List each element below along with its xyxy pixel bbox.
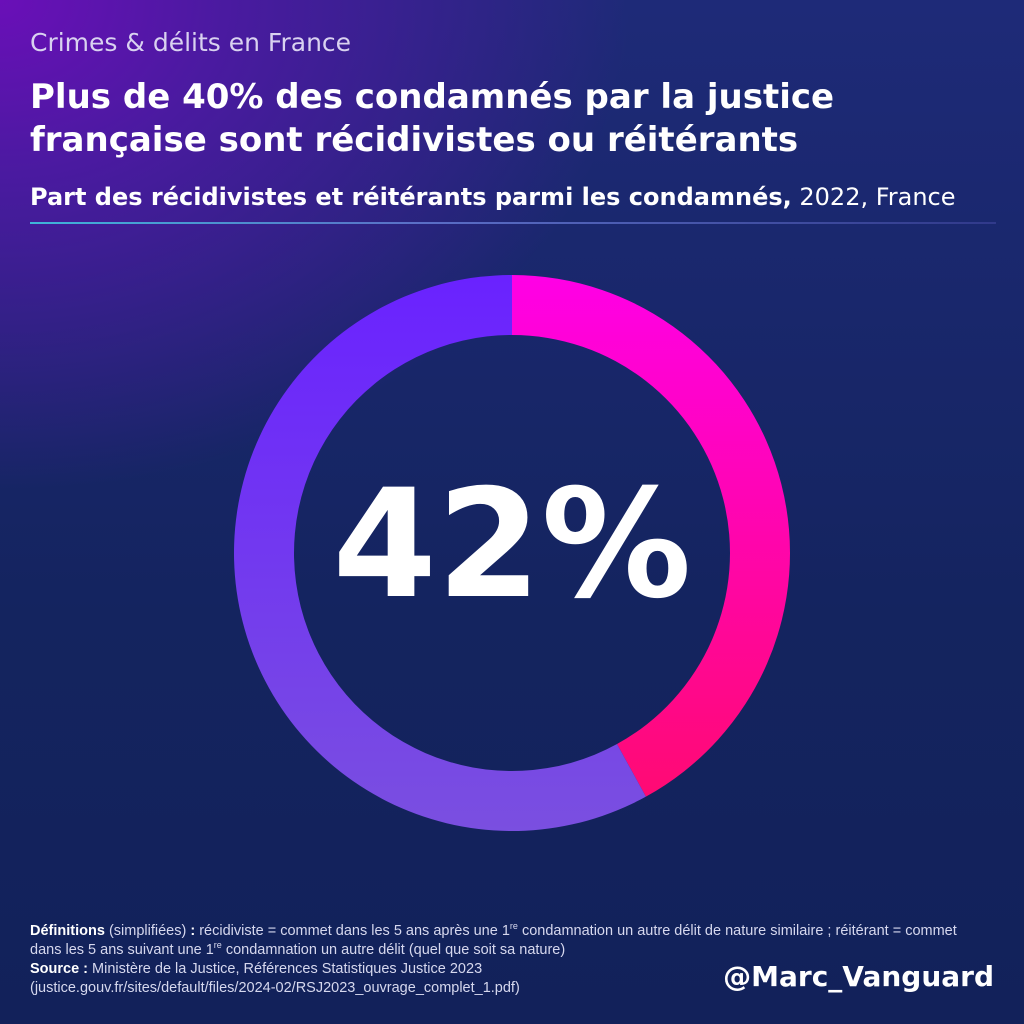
superscript-1: re bbox=[509, 921, 518, 932]
donut-slice-0 bbox=[512, 275, 791, 797]
superscript-2: re bbox=[213, 940, 222, 951]
chart-subtitle: Part des récidivistes et réitérants parm… bbox=[30, 183, 1000, 211]
source-url: (justice.gouv.fr/sites/default/files/202… bbox=[30, 980, 520, 996]
supertitle: Crimes & délits en France bbox=[30, 28, 352, 57]
footer-notes: Définitions (simplifiées) : récidiviste … bbox=[30, 922, 990, 998]
definitions-note: Définitions (simplifiées) : récidiviste … bbox=[30, 922, 990, 960]
definitions-text-1: récidiviste = commet dans les 5 ans aprè… bbox=[195, 923, 510, 939]
definitions-colon: : bbox=[190, 923, 196, 939]
subtitle-bold: Part des récidivistes et réitérants parm… bbox=[30, 183, 792, 211]
definitions-label: Définitions bbox=[30, 923, 105, 939]
donut-center-value: 42% bbox=[332, 458, 692, 632]
subtitle-rest: 2022, France bbox=[791, 183, 956, 211]
source-text: Ministère de la Justice, Références Stat… bbox=[88, 961, 483, 977]
donut-slice-1 bbox=[234, 275, 646, 831]
definitions-qualifier: (simplifiées) bbox=[104, 923, 191, 939]
header-divider bbox=[30, 222, 996, 224]
definitions-text-2: condamnation un autre délit de nature si… bbox=[30, 923, 957, 958]
author-handle: @Marc_Vanguard bbox=[723, 960, 994, 993]
source-note: Source : Ministère de la Justice, Référe… bbox=[30, 960, 990, 979]
page-title: Plus de 40% des condamnés par la justice… bbox=[30, 77, 835, 160]
definitions-text-3: condamnation un autre délit (quel que so… bbox=[221, 942, 566, 958]
source-label: Source : bbox=[30, 961, 89, 977]
